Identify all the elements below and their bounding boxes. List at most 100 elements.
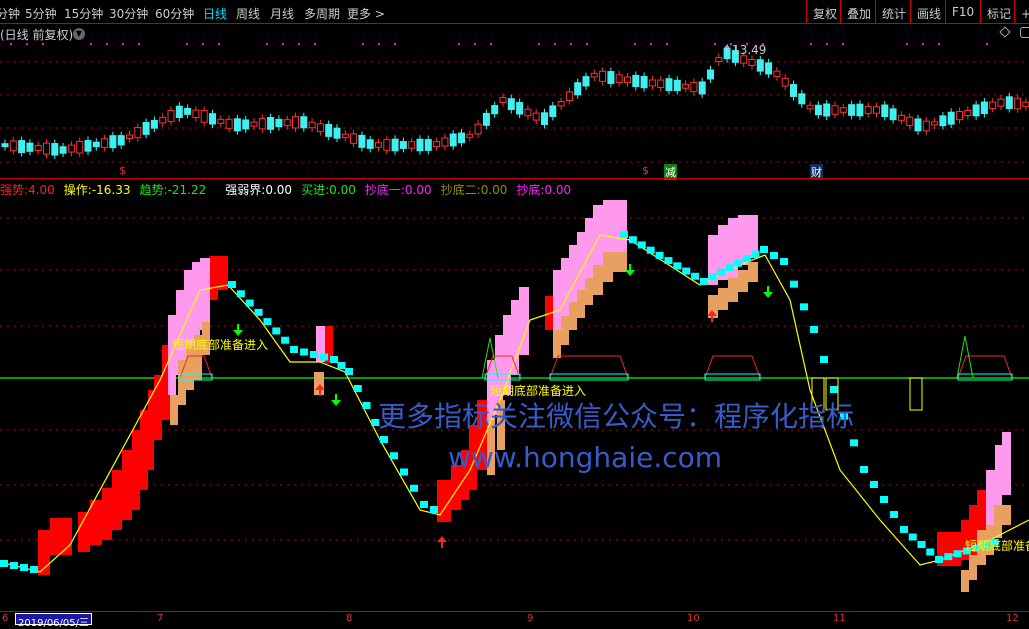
- trend-step: [390, 452, 398, 460]
- candle: [117, 135, 125, 146]
- period-tab[interactable]: 多周期: [304, 7, 341, 21]
- candle: [590, 72, 598, 78]
- toolbar-button[interactable]: 标记: [980, 0, 1017, 24]
- cursor-date: 2019/06/05/三: [15, 613, 93, 629]
- indicator-bar: [314, 372, 324, 395]
- signal-dot: [42, 43, 44, 45]
- candle: [308, 121, 316, 129]
- period-tab[interactable]: 分钟: [0, 7, 21, 21]
- toolbar-button[interactable]: 叠加: [840, 0, 877, 24]
- candle: [574, 82, 582, 96]
- candle: [109, 135, 117, 149]
- period-tab[interactable]: 日线: [203, 7, 228, 21]
- period-tab[interactable]: 15分钟: [64, 7, 104, 21]
- indicator-bar: [519, 287, 529, 355]
- candle: [599, 70, 607, 82]
- toolbar-button[interactable]: 复权: [806, 0, 843, 24]
- candle: [740, 55, 748, 64]
- trend-step: [890, 511, 898, 518]
- toolbar-button[interactable]: +自: [1014, 0, 1029, 24]
- signal-dot: [650, 43, 652, 45]
- candle: [541, 112, 548, 125]
- indicator-value: 抄底一:0.00: [364, 183, 432, 197]
- signal-dot: [282, 43, 284, 45]
- trend-step: [430, 506, 438, 513]
- trend-step: [362, 402, 371, 409]
- menu-bar: 分钟 5分钟 15分钟 30分钟 60分钟 日线 周线 月线 多周期 更多 > 复权 叠加 统计 画线 F1…: [0, 0, 1029, 24]
- indicator-bar: [148, 390, 154, 470]
- indicator-bar: [708, 235, 718, 285]
- trend-step: [790, 280, 798, 288]
- period-tab[interactable]: 更多 >: [347, 7, 385, 21]
- bottom-zone: [704, 355, 761, 379]
- arrow-down-icon: [331, 400, 341, 406]
- candle: [690, 82, 698, 93]
- toolbar-button[interactable]: 统计: [875, 0, 912, 24]
- toolbar-button[interactable]: F10: [945, 0, 980, 24]
- finance-marker[interactable]: 财: [810, 164, 823, 180]
- indicator-bar: [545, 296, 553, 330]
- axis-tick: 6: [2, 613, 9, 624]
- signal-dot: [538, 43, 540, 45]
- trend-step: [236, 290, 245, 298]
- indicator-name: 抄底二: [440, 183, 477, 197]
- trend-step: [935, 556, 943, 563]
- candle: [972, 104, 980, 117]
- trend-step: [20, 564, 28, 571]
- trend-step: [310, 351, 318, 358]
- candle: [449, 133, 457, 147]
- trend-step: [272, 327, 281, 335]
- panel-toggle-icon[interactable]: [1020, 27, 1029, 38]
- arrow-down-icon: [763, 292, 773, 298]
- candle: [624, 76, 631, 84]
- candle: [997, 98, 1005, 107]
- candle: [416, 138, 424, 152]
- indicator-bar: [168, 315, 176, 395]
- candle: [34, 144, 42, 151]
- indicator-bar: [748, 262, 758, 282]
- bottom-zone: [484, 355, 521, 379]
- trend-step: [655, 251, 664, 259]
- candle: [441, 137, 449, 147]
- candle: [209, 113, 216, 125]
- indicator-bar: [487, 420, 495, 475]
- signal-label: 短期底部准备进入: [965, 539, 1029, 553]
- trend-step: [981, 541, 990, 549]
- dollar-marker[interactable]: $: [119, 164, 126, 177]
- signal-label: 短期底部准备进入: [172, 338, 269, 352]
- period-tab[interactable]: 月线: [270, 7, 295, 21]
- trend-step: [708, 273, 717, 281]
- trend-step: [330, 356, 338, 363]
- indicator-value: 操作:-16.33: [63, 183, 131, 197]
- chevron-down-icon[interactable]: ▼: [73, 28, 85, 40]
- candle: [458, 132, 465, 144]
- bottom-zone: [957, 355, 1013, 379]
- trend-step: [337, 362, 346, 369]
- candle: [507, 98, 515, 111]
- candle: [756, 59, 764, 72]
- operation-line: [0, 234, 1029, 573]
- toolbar-button[interactable]: 画线: [910, 0, 947, 24]
- arrow-down-icon: [625, 270, 635, 276]
- candle: [300, 116, 308, 129]
- indicator-bar: [728, 218, 738, 278]
- period-tab[interactable]: 周线: [236, 7, 261, 21]
- candle: [516, 102, 524, 115]
- dollar-marker[interactable]: $: [642, 164, 649, 177]
- chart-canvas[interactable]: [0, 0, 1029, 611]
- signal-dot: [314, 43, 316, 45]
- reduce-marker[interactable]: 减: [664, 164, 677, 180]
- period-tab[interactable]: 30分钟: [109, 7, 149, 21]
- trend-step: [254, 308, 263, 316]
- indicator-name: 抄底: [516, 183, 541, 197]
- candle: [657, 79, 665, 88]
- period-tab[interactable]: 5分钟: [25, 7, 57, 21]
- trend-step: [870, 481, 878, 488]
- trend-step: [751, 250, 760, 258]
- candle: [831, 105, 839, 115]
- candle: [707, 69, 714, 80]
- trend-step: [371, 419, 380, 426]
- period-tab[interactable]: 60分钟: [155, 7, 195, 21]
- candle: [731, 50, 739, 63]
- candle: [839, 107, 847, 113]
